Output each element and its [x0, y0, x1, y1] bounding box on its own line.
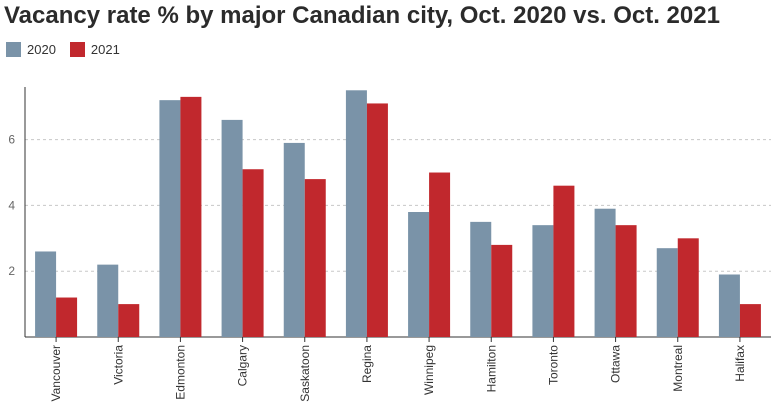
legend: 2020 2021	[6, 42, 120, 57]
legend-swatch-2020	[6, 42, 21, 57]
category-label-toronto: Toronto	[546, 345, 560, 385]
bar-2020-regina	[345, 90, 367, 337]
category-label-regina: Regina	[360, 345, 374, 383]
category-label-vancouver: Vancouver	[49, 345, 63, 401]
legend-item-2021: 2021	[69, 42, 120, 57]
bar-2021-vancouver	[56, 297, 78, 337]
legend-swatch-2021	[69, 42, 85, 57]
legend-label-2021: 2021	[90, 42, 120, 57]
bar-2021-regina	[366, 103, 388, 338]
category-label-winnipeg: Winnipeg	[422, 345, 436, 395]
category-label-ottawa: Ottawa	[609, 345, 623, 383]
category-label-calgary: Calgary	[236, 345, 250, 386]
chart-title: Vacancy rate % by major Canadian city, O…	[4, 2, 720, 29]
category-label-victoria: Victoria	[111, 345, 125, 385]
bar-2020-hamilton	[470, 221, 492, 337]
y-tick-label: 4	[8, 198, 15, 212]
bar-2021-toronto	[553, 185, 575, 337]
bar-2020-winnipeg	[408, 212, 430, 337]
bar-2021-edmonton	[180, 96, 202, 337]
bar-2020-edmonton	[159, 100, 181, 337]
bar-2020-halifax	[718, 274, 740, 337]
legend-label-2020: 2020	[27, 42, 56, 57]
category-label-hamilton: Hamilton	[484, 345, 498, 392]
bar-2021-winnipeg	[429, 172, 451, 337]
y-tick-label: 6	[8, 133, 15, 147]
bar-2020-ottawa	[594, 208, 616, 337]
bar-2021-montreal	[677, 238, 699, 337]
bar-2020-victoria	[97, 264, 119, 337]
bar-2020-vancouver	[35, 251, 57, 337]
bar-2020-montreal	[656, 248, 678, 337]
category-label-halifax: Halifax	[733, 345, 747, 382]
category-label-saskatoon: Saskatoon	[298, 345, 312, 402]
bar-2021-hamilton	[491, 244, 513, 337]
bar-2021-ottawa	[615, 225, 637, 337]
bar-2020-saskatoon	[283, 142, 305, 337]
legend-item-2020: 2020	[6, 42, 56, 57]
bar-2021-saskatoon	[304, 179, 326, 337]
bar-2021-calgary	[242, 169, 264, 337]
category-label-edmonton: Edmonton	[173, 345, 187, 400]
y-tick-label: 2	[8, 264, 15, 278]
bar-2021-halifax	[739, 304, 761, 337]
bar-2020-toronto	[532, 225, 554, 337]
bar-2020-calgary	[221, 119, 243, 337]
bar-2021-victoria	[118, 304, 140, 337]
category-label-montreal: Montreal	[671, 345, 685, 392]
